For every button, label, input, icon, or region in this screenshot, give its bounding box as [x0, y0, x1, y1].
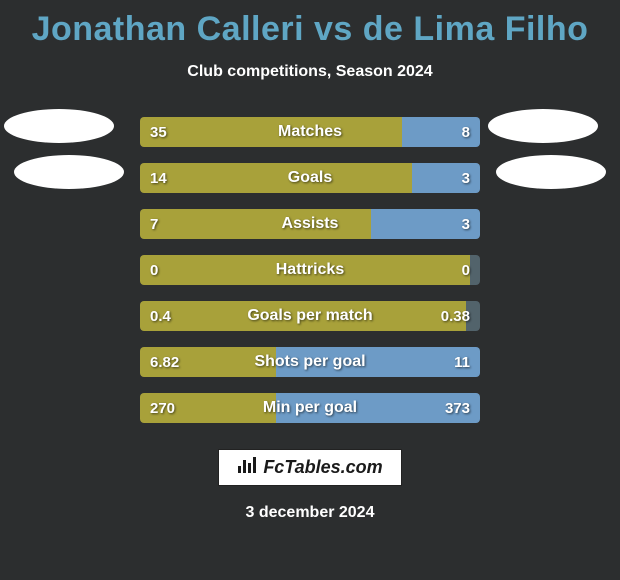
stat-row: 0.40.38Goals per match	[0, 293, 620, 339]
stat-left-value: 0.4	[140, 301, 466, 331]
stat-right-value: 3	[371, 209, 480, 239]
stat-right-value: 3	[412, 163, 480, 193]
stat-left-value: 35	[140, 117, 402, 147]
stat-row: 00Hattricks	[0, 247, 620, 293]
footer: FcTables.com 3 december 2024	[0, 449, 620, 522]
stat-right-value: 0.38	[466, 301, 480, 331]
stat-left-value: 6.82	[140, 347, 276, 377]
stat-bar: 270373	[140, 393, 480, 423]
player-right-avatar	[496, 155, 606, 189]
fctables-badge: FcTables.com	[218, 449, 401, 486]
subtitle: Club competitions, Season 2024	[0, 63, 620, 81]
stat-left-value: 7	[140, 209, 371, 239]
player-right-avatar	[488, 109, 598, 143]
stat-bar: 6.8211	[140, 347, 480, 377]
stat-left-value: 0	[140, 255, 470, 285]
footer-brand-text: FcTables.com	[263, 457, 382, 478]
stat-bar: 73	[140, 209, 480, 239]
stat-bar: 143	[140, 163, 480, 193]
stat-right-value: 11	[276, 347, 480, 377]
stat-right-value: 8	[402, 117, 480, 147]
stat-bar: 358	[140, 117, 480, 147]
stat-bar: 0.40.38	[140, 301, 480, 331]
stat-row: 270373Min per goal	[0, 385, 620, 431]
stat-row: 6.8211Shots per goal	[0, 339, 620, 385]
comparison-chart: 358Matches143Goals73Assists00Hattricks0.…	[0, 109, 620, 431]
stat-left-value: 14	[140, 163, 412, 193]
stat-row: 143Goals	[0, 155, 620, 201]
stat-left-value: 270	[140, 393, 276, 423]
stat-row: 73Assists	[0, 201, 620, 247]
stat-bar: 00	[140, 255, 480, 285]
player-left-avatar	[4, 109, 114, 143]
player-left-avatar	[14, 155, 124, 189]
chart-bars-icon	[237, 456, 257, 479]
date-text: 3 december 2024	[0, 504, 620, 522]
stat-right-value: 0	[470, 255, 480, 285]
page-title: Jonathan Calleri vs de Lima Filho	[0, 0, 620, 49]
stat-row: 358Matches	[0, 109, 620, 155]
stat-right-value: 373	[276, 393, 480, 423]
